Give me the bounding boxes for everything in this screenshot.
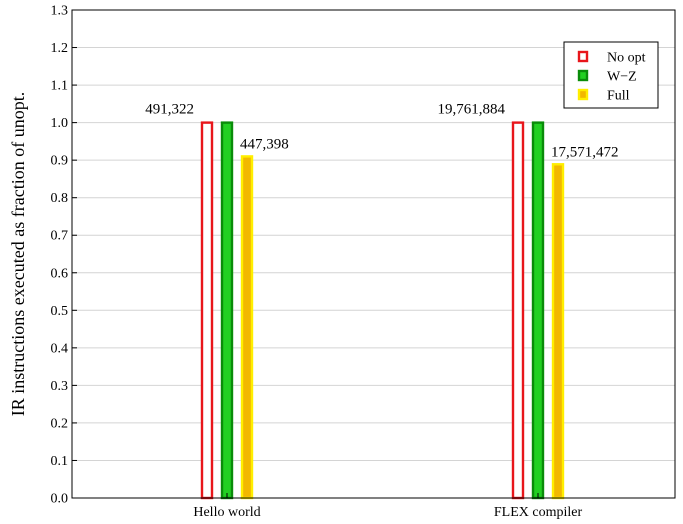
bar-no-opt [511,121,525,500]
bar-w-z [531,121,545,500]
y-axis-label: IR instructions executed as fraction of … [8,92,28,416]
y-tick-label: 0.4 [51,341,69,356]
legend-swatch [577,69,589,82]
legend-swatch [577,50,589,63]
y-tick-label: 1.1 [51,79,69,94]
x-axis-ticks: Hello world FLEX compiler [193,493,582,520]
data-labels: 491,322 447,398 19,761,884 17,571,472 [145,102,618,161]
x-tick-label: FLEX compiler [494,505,583,520]
y-tick-label: 0.2 [51,416,69,431]
y-tick-label: 0.3 [51,379,69,394]
bar-no-opt [200,121,214,500]
y-tick-label: 1.3 [51,4,69,19]
legend-swatch [577,88,589,101]
y-tick-label: 0.5 [51,304,69,319]
legend-label: Full [607,89,630,104]
data-label: 19,761,884 [438,102,506,118]
data-label: 447,398 [240,136,289,152]
bar-w-z [220,121,234,500]
plot-frame [71,9,676,499]
legend-label: No opt [607,51,646,66]
bars [200,121,565,500]
y-axis-ticks: 0.0 0.1 0.2 0.3 0.4 0.5 0.6 0.7 0.8 0.9 1.0 1.1 1.2 1… [51,4,77,507]
legend-label: W−Z [607,70,637,85]
y-tick-label: 0.9 [51,154,69,169]
data-label: 17,571,472 [551,144,619,160]
y-tick-label: 0.0 [51,492,69,507]
data-label: 491,322 [145,102,194,118]
y-tick-label: 0.1 [51,454,69,469]
x-tick-label: Hello world [193,505,260,520]
bar-full [551,163,565,500]
y-tick-label: 0.6 [51,266,69,281]
y-tick-label: 0.7 [51,229,69,244]
gridlines [72,47,675,461]
y-tick-label: 1.2 [51,41,69,56]
y-tick-label: 0.8 [51,191,69,206]
y-tick-label: 1.0 [51,116,69,131]
legend: No opt W−Z Full [563,41,659,109]
bar-full [240,155,254,500]
